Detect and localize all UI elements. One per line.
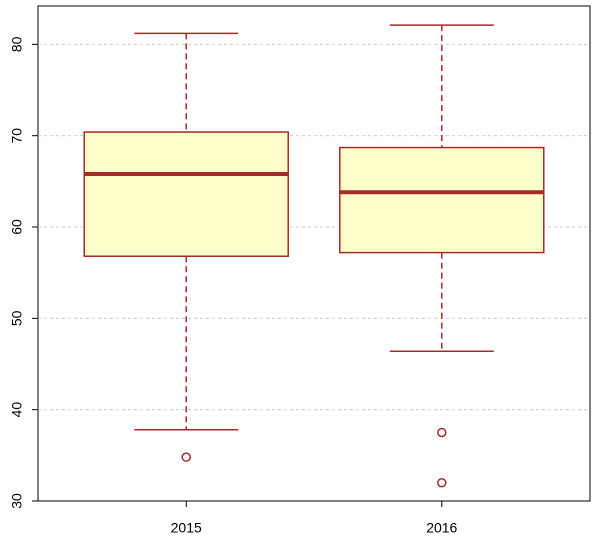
box [339,146,545,254]
x-tick-label: 2015 [171,520,202,536]
outlier [437,427,447,438]
plot-frame [37,5,591,502]
box [83,131,289,257]
outlier [181,452,191,462]
y-tick-label: 60 [9,219,25,235]
outlier [437,477,447,488]
y-tick-label: 50 [9,310,25,326]
y-tick-label: 40 [9,402,25,418]
y-tick-label: 30 [9,493,25,509]
x-tick-label: 2016 [426,520,457,536]
y-tick-label: 70 [9,128,25,144]
y-tick-label: 80 [9,36,25,52]
